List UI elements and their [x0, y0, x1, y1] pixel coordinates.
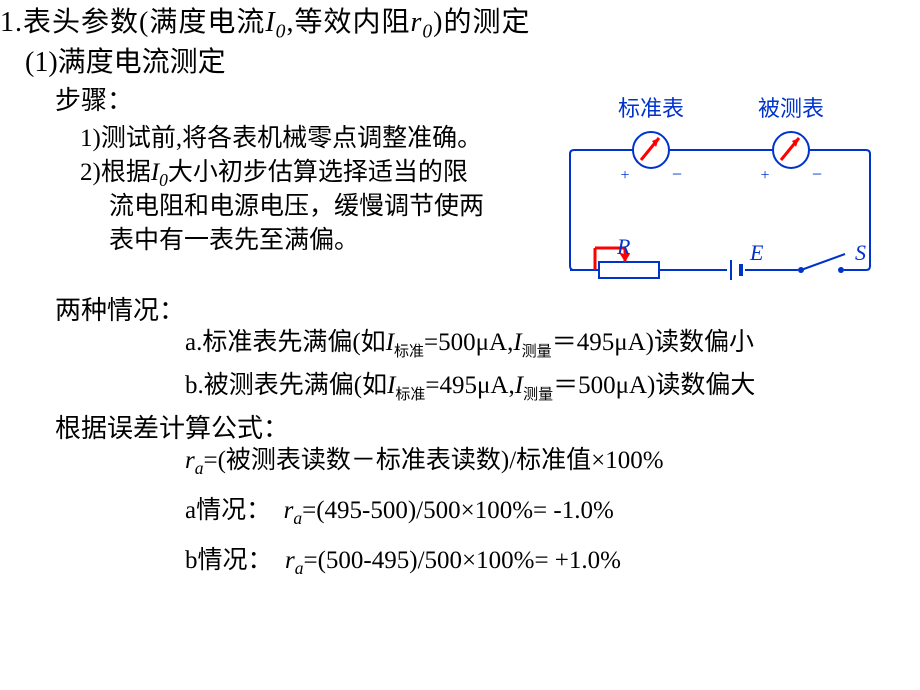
switch-S-icon: S	[798, 240, 866, 273]
label-test-meter: 被测表	[758, 96, 824, 121]
title-I0: I0	[265, 7, 286, 38]
label-S: S	[855, 240, 866, 265]
circuit-wires	[570, 150, 870, 270]
title-text-3: )的测定	[433, 7, 530, 38]
svg-text:−: −	[672, 164, 682, 184]
svg-text:+: +	[620, 167, 629, 184]
battery-E-icon: E	[731, 240, 764, 280]
section-title: 1.表头参数(满度电流I0,等效内阻r0)的测定	[0, 0, 531, 44]
step-1: 1)测试前,将各表机械零点调整准确。	[80, 118, 482, 154]
svg-text:−: −	[812, 164, 822, 184]
step-2-line3: 表中有一表先至满偏。	[109, 220, 359, 256]
test-meter-icon: + −	[760, 132, 822, 184]
cases-label: 两种情况：	[55, 290, 185, 327]
error-formula: ra=(被测表读数－标准表读数)/标准值×100%	[185, 440, 664, 479]
step-2-line2: 流电阻和电源电压，缓慢调节使两	[109, 186, 484, 222]
circuit-svg: 标准表 被测表 + − + −	[555, 92, 885, 292]
case-a: a.标准表先满偏(如I标准=500μA,I测量＝495μA)读数偏小	[185, 322, 754, 361]
title-text-2: ,等效内阻	[286, 7, 410, 38]
label-R: R	[616, 234, 631, 259]
steps-label: 步骤：	[55, 80, 133, 117]
resistor-R-icon: R	[595, 234, 659, 278]
circuit-diagram: 标准表 被测表 + − + −	[555, 92, 885, 292]
standard-meter-icon: + −	[620, 132, 682, 184]
svg-text:+: +	[760, 167, 769, 184]
title-r0: r0	[410, 7, 433, 38]
case-b: b.被测表先满偏(如I标准=495μA,I测量＝500μA)读数偏大	[185, 365, 755, 404]
label-E: E	[749, 240, 764, 265]
calculation-a: a情况： ra=(495-500)/500×100%= -1.0%	[185, 490, 614, 529]
title-text-1: 1.表头参数(满度电流	[0, 7, 265, 38]
calculation-b: b情况： ra=(500-495)/500×100%= +1.0%	[185, 540, 621, 579]
label-standard-meter: 标准表	[618, 96, 684, 121]
subsection-heading: (1)满度电流测定	[25, 40, 226, 80]
